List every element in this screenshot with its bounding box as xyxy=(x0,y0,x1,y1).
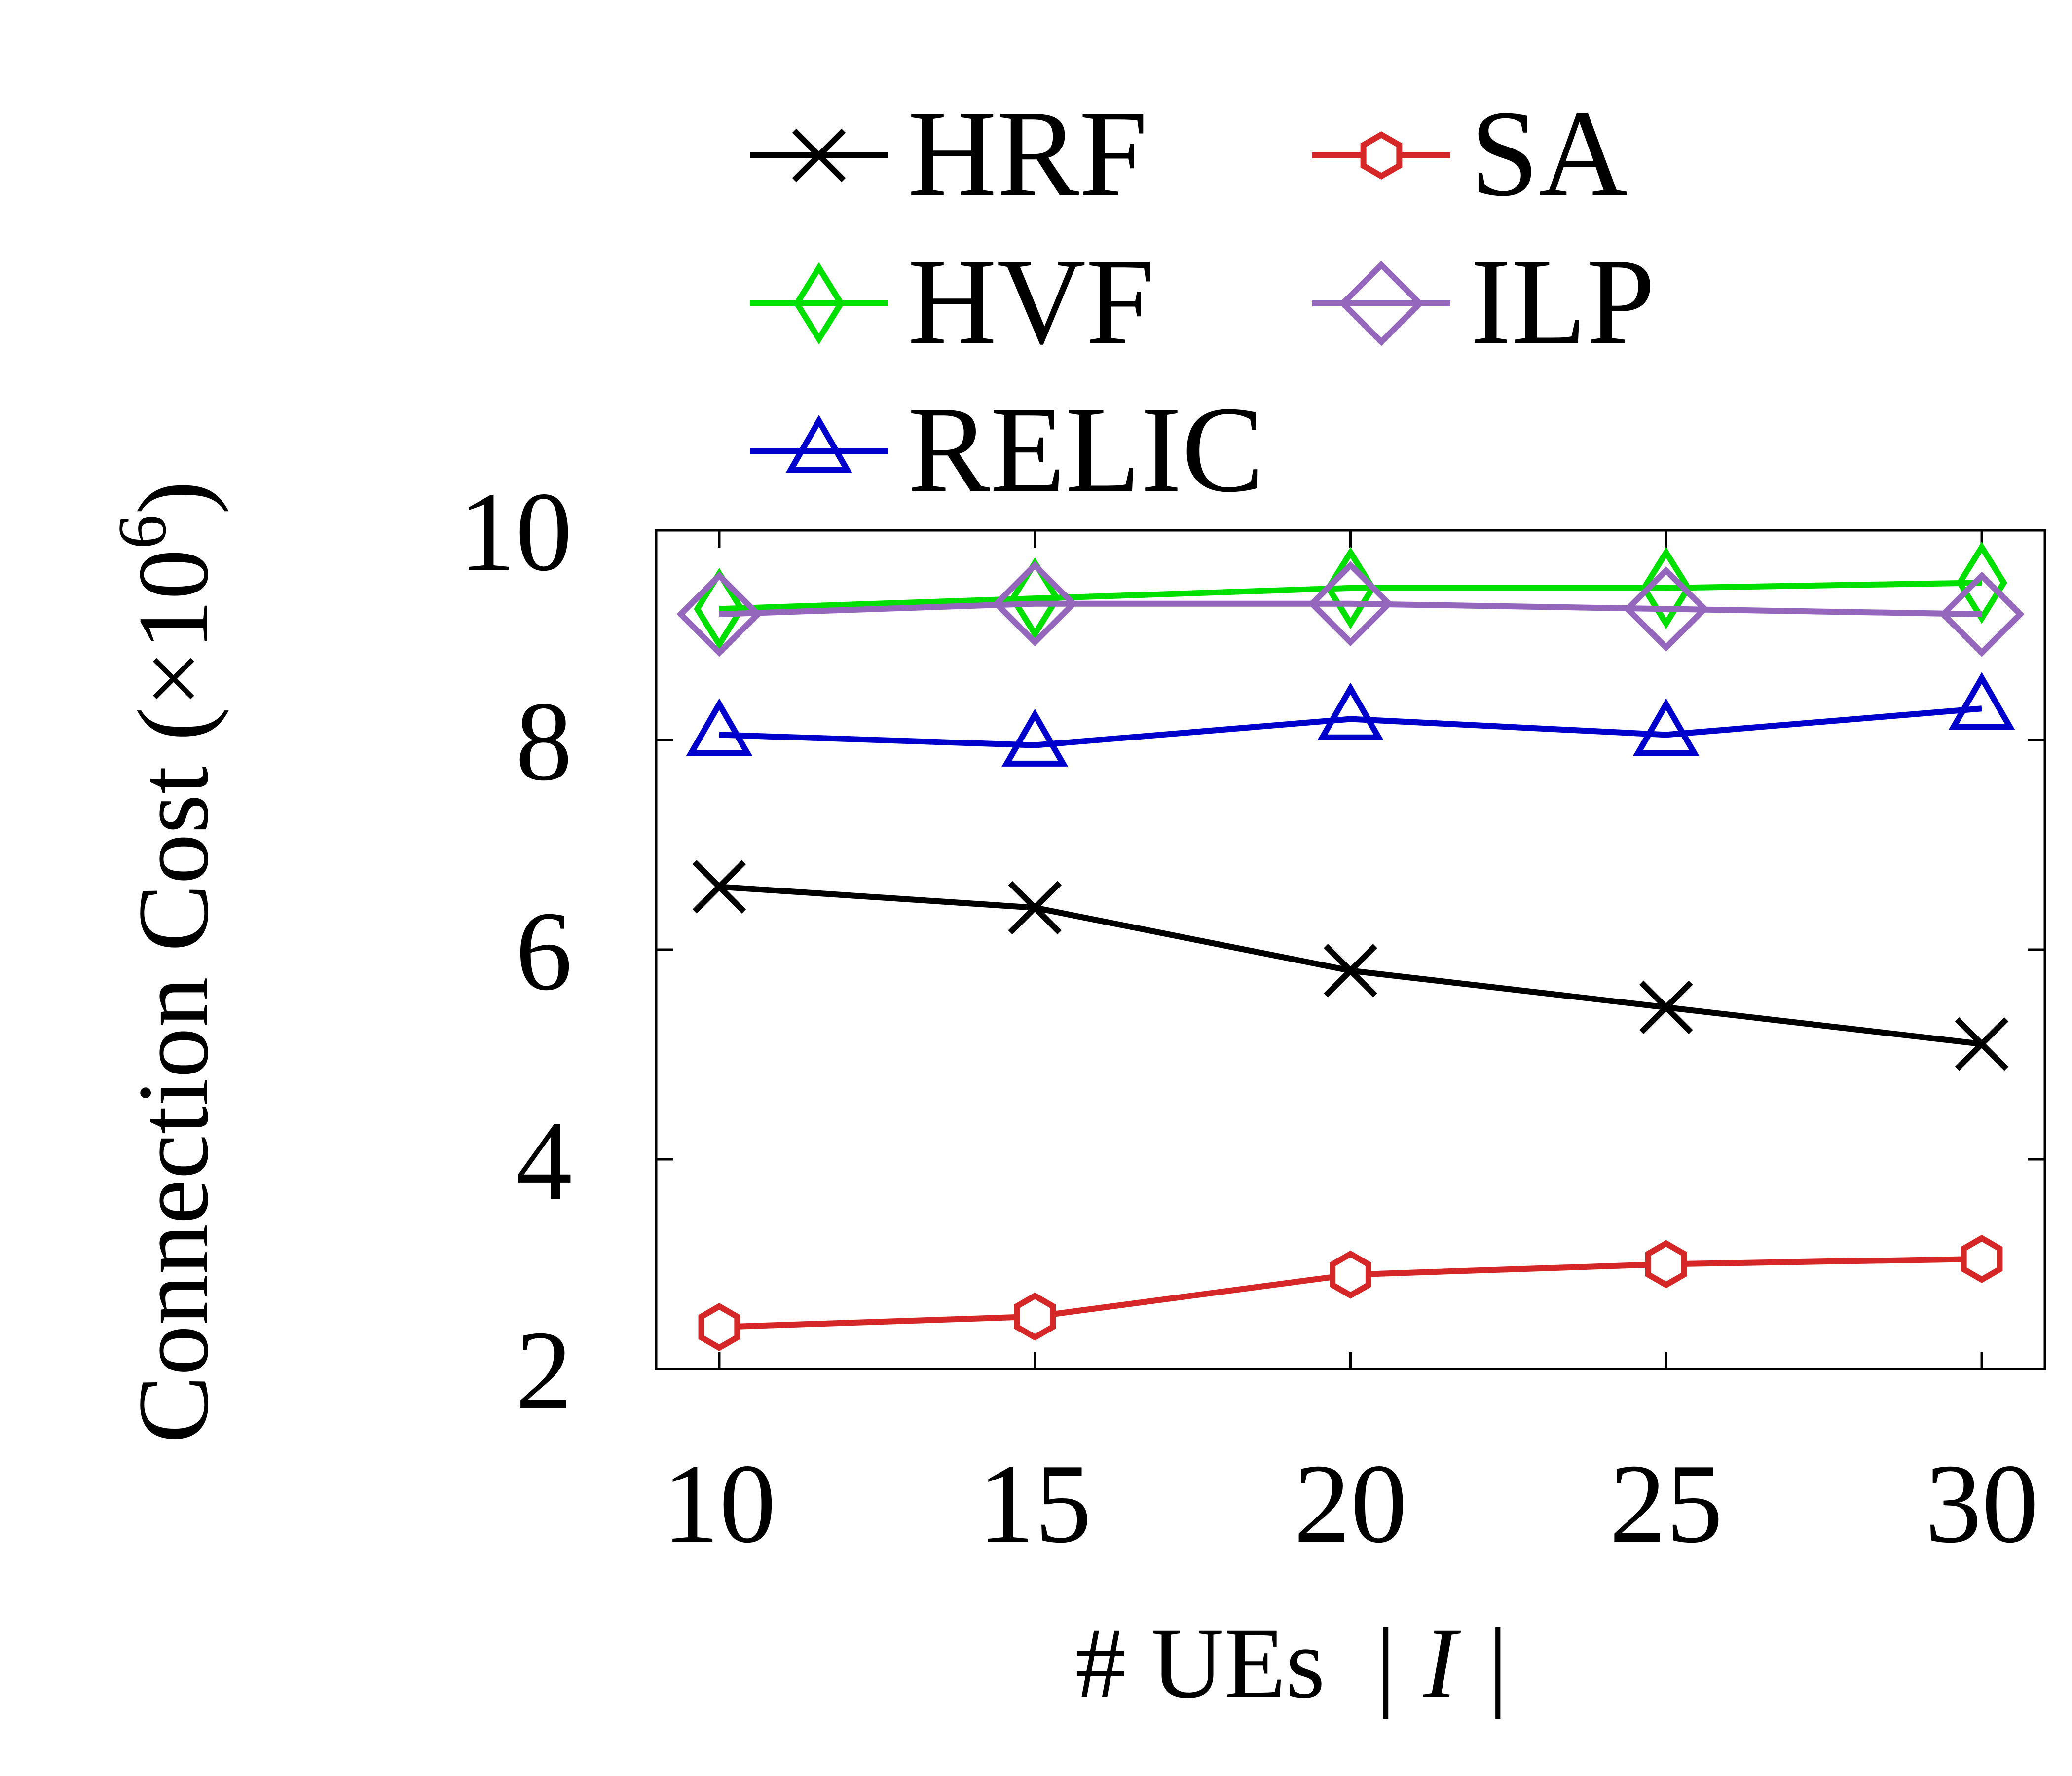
series-layer xyxy=(676,541,2025,1351)
x-axis-label-symbol: | I | xyxy=(1370,1607,1510,1719)
x-tick-label: 15 xyxy=(978,1441,1092,1566)
legend-item-hrf: HRF xyxy=(750,85,1147,222)
y-axis-label-text: Connection Cost (×10 xyxy=(117,549,229,1443)
data-point-hvf xyxy=(1009,557,1061,640)
y-tick-label: 10 xyxy=(459,469,572,594)
series-ilp xyxy=(676,561,2025,657)
data-point-sa xyxy=(698,1303,740,1351)
data-point-hrf xyxy=(1008,881,1062,935)
series-line-ilp xyxy=(719,600,1982,617)
data-point-hrf xyxy=(1955,1017,2009,1071)
data-point-relic xyxy=(1948,672,2015,730)
x-axis-ticks: 10 15 20 25 30 xyxy=(663,530,2038,1566)
series-line-hrf xyxy=(719,884,1982,1047)
legend-marker-hrf xyxy=(792,128,846,183)
data-point-sa xyxy=(1014,1292,1056,1341)
data-point-hrf xyxy=(1324,944,1377,998)
x-axis-label: # UEs | I | xyxy=(1075,1607,1510,1719)
series-line-relic xyxy=(719,705,1982,748)
series-line-hvf xyxy=(719,580,1982,612)
y-tick-label: 2 xyxy=(516,1307,572,1433)
series-hrf xyxy=(692,860,2009,1071)
data-point-hvf xyxy=(1640,547,1692,629)
data-point-ilp xyxy=(676,571,762,657)
y-tick-label: 6 xyxy=(516,888,572,1014)
data-point-relic xyxy=(1632,698,1700,756)
y-axis-label-close: ) xyxy=(117,481,229,515)
y-tick-label: 4 xyxy=(516,1098,572,1223)
legend-label-sa: SA xyxy=(1470,85,1628,222)
data-point-ilp xyxy=(1308,561,1393,647)
plot-area-frame xyxy=(655,529,2046,1370)
data-point-ilp xyxy=(992,561,1078,647)
data-point-ilp xyxy=(1623,566,1709,652)
data-point-hvf xyxy=(694,567,745,650)
legend-marker-sa xyxy=(1360,131,1403,180)
data-point-relic xyxy=(1317,682,1384,740)
legend-marker-relic xyxy=(785,414,852,473)
data-point-sa xyxy=(1330,1250,1371,1299)
y-tick-label: 8 xyxy=(516,678,572,804)
legend-item-hvf: HVF xyxy=(750,233,1154,370)
x-tick-label: 10 xyxy=(663,1441,776,1566)
legend-marker-hvf xyxy=(793,262,845,345)
legend-marker-ilp xyxy=(1338,260,1424,346)
x-tick-label: 20 xyxy=(1294,1441,1407,1566)
data-point-hvf xyxy=(1956,541,2007,624)
data-point-sa xyxy=(1645,1240,1687,1289)
y-axis-ticks: 2 4 6 8 10 xyxy=(459,469,2045,1433)
x-tick-label: 25 xyxy=(1609,1441,1723,1566)
legend-label-hvf: HVF xyxy=(908,233,1154,370)
data-point-ilp xyxy=(1939,571,2025,657)
legend-label-ilp: ILP xyxy=(1470,233,1655,370)
legend-label-hrf: HRF xyxy=(908,85,1147,222)
data-point-sa xyxy=(1961,1234,2003,1283)
legend-item-sa: SA xyxy=(1312,85,1628,222)
legend-label-relic: RELIC xyxy=(908,381,1264,518)
series-sa xyxy=(698,1234,2003,1351)
legend-item-relic: RELIC xyxy=(750,381,1264,518)
x-axis-label-text: # UEs xyxy=(1075,1607,1325,1719)
data-point-relic xyxy=(1001,708,1069,767)
y-axis-label: Connection Cost (×106) xyxy=(104,481,229,1443)
data-point-hrf xyxy=(692,860,746,914)
y-axis-label-exponent: 6 xyxy=(104,515,181,549)
legend-item-ilp: ILP xyxy=(1312,233,1655,370)
data-point-relic xyxy=(686,698,753,756)
x-tick-label: 30 xyxy=(1925,1441,2038,1566)
series-relic xyxy=(686,672,2015,767)
data-point-hrf xyxy=(1639,980,1693,1035)
